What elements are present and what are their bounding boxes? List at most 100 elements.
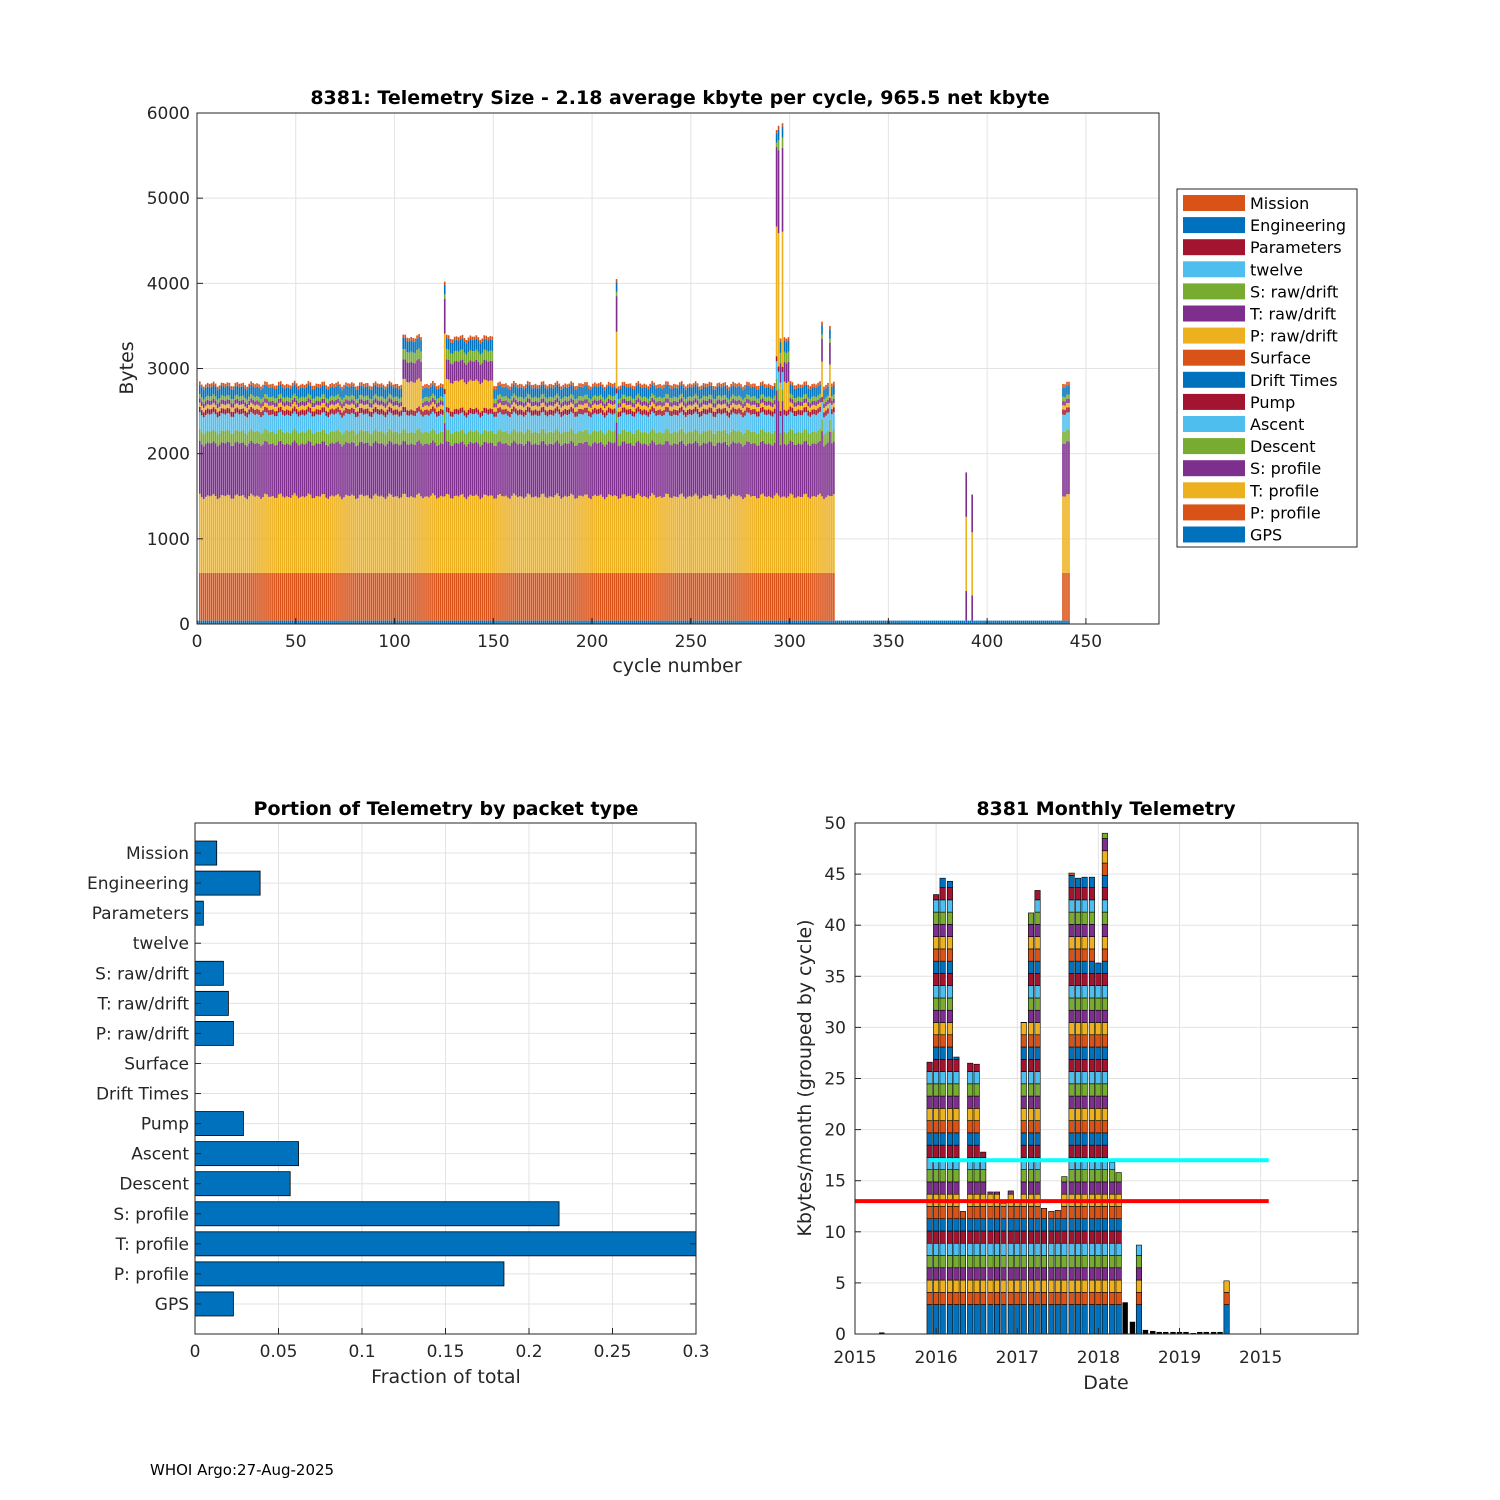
cycle-bar-segment (783, 414, 786, 432)
cycle-bar-segment (682, 401, 685, 406)
cycle-bar-stack (890, 620, 892, 624)
cycle-bar-segment (621, 382, 624, 386)
cycle-bar-segment (380, 383, 383, 387)
cycle-bar-segment (777, 140, 780, 151)
cycle-bar-segment (615, 393, 618, 411)
cycle-bar-segment (750, 387, 752, 397)
cycle-bar-segment (345, 399, 347, 404)
cycle-bar-segment (406, 415, 409, 433)
cycle-bar-segment (763, 431, 766, 444)
cycle-bar-segment (688, 383, 691, 387)
cycle-bar-segment (603, 412, 606, 418)
cycle-bar-segment (785, 445, 788, 498)
cycle-bar-segment (947, 620, 950, 624)
cycle-bar-segment (445, 429, 448, 442)
cycle-bar-segment (366, 572, 369, 621)
cycle-bar-segment (347, 620, 349, 624)
cycle-bar-stack (366, 382, 369, 624)
cycle-bar-segment (858, 620, 861, 624)
cycle-bar-segment (827, 430, 829, 443)
cycle-bar-segment (453, 496, 456, 573)
cycle-bar-segment (609, 413, 612, 431)
cycle-bar-segment (779, 444, 782, 498)
cycle-bar-stack (767, 383, 770, 624)
cycle-bar-segment (542, 398, 545, 403)
cycle-bar-segment (657, 387, 659, 398)
cycle-bar-stack (736, 383, 738, 624)
cycle-bar-segment (746, 572, 748, 621)
cycle-bar-segment (799, 388, 802, 398)
cycle-bar-segment (299, 432, 302, 445)
cycle-bar-segment (256, 386, 258, 397)
cycle-bar-segment (331, 408, 333, 414)
cycle-bar-segment (556, 428, 559, 441)
cycle-bar-segment (317, 431, 320, 444)
cycle-bar-segment (793, 433, 796, 446)
cycle-bar-segment (422, 433, 424, 446)
cycle-bar-segment (594, 395, 596, 400)
cycle-bar-segment (831, 404, 833, 410)
month-bar-segment (993, 1255, 1000, 1269)
cycle-bar-segment (481, 572, 484, 621)
cycle-bar-segment (714, 416, 717, 435)
cycle-bar-segment (509, 498, 511, 573)
month-bar-segment (946, 880, 953, 888)
cycle-bar-segment (262, 384, 264, 389)
cycle-bar-segment (206, 413, 209, 431)
cycle-bar-segment (378, 384, 381, 388)
cycle-bar-segment (625, 405, 628, 410)
cycle-bar-segment (566, 572, 569, 621)
cycle-bar-segment (262, 410, 264, 416)
cycle-bar-segment (495, 398, 497, 404)
cycle-bar-segment (1064, 384, 1066, 388)
cycle-bar-segment (386, 401, 389, 406)
cycle-bar-segment (335, 620, 337, 624)
cycle-bar-segment (769, 388, 772, 398)
cycle-bar-segment (384, 412, 387, 418)
cycle-bar-segment (728, 408, 730, 413)
cycle-bar-segment (378, 414, 381, 432)
cycle-bar-segment (732, 620, 734, 624)
month-bar-segment (1020, 1218, 1027, 1232)
cycle-bar-segment (277, 441, 280, 495)
cycle-bar-segment (469, 494, 472, 573)
cycle-bar-stack (485, 335, 488, 624)
legend-swatch (1183, 305, 1245, 322)
cycle-bar-segment (329, 572, 331, 621)
cycle-bar-stack (439, 383, 442, 624)
cycle-bar-stack (274, 385, 276, 624)
cycle-bar-segment (422, 385, 424, 390)
cycle-bar-segment (639, 620, 642, 624)
cycle-bar-segment (789, 572, 792, 621)
month-bar-segment (933, 1292, 940, 1305)
cycle-bar-segment (827, 395, 829, 400)
cycle-bar-segment (276, 385, 278, 389)
month-bar-segment (946, 899, 953, 913)
month-bar-segment (980, 1292, 987, 1305)
cycle-bar-segment (252, 395, 254, 401)
cycle-bar-segment (501, 431, 503, 444)
cycle-bar-segment (418, 428, 420, 441)
cycle-bar-segment (457, 620, 460, 624)
cycle-bar-stack (530, 384, 533, 624)
cycle-bar-segment (649, 383, 651, 388)
cycle-bar-segment (552, 415, 555, 433)
cycle-bar-segment (599, 441, 602, 495)
cycle-bar-segment (754, 414, 756, 432)
cycle-bar-segment (1004, 620, 1007, 624)
cycle-bar-segment (627, 405, 630, 410)
cycle-bar-segment (507, 432, 509, 445)
cycle-bar-segment (578, 430, 580, 443)
cycle-bar-segment (457, 443, 460, 497)
cycle-bar-segment (307, 620, 310, 624)
cycle-bar-segment (453, 572, 456, 621)
cycle-bar-stack (750, 384, 752, 624)
cycle-bar-segment (360, 620, 363, 624)
cycle-bar-segment (422, 416, 424, 434)
cycle-bar-segment (704, 404, 707, 410)
cycle-bar-segment (799, 444, 802, 498)
cycle-bar-segment (586, 385, 588, 395)
cycle-bar-segment (517, 497, 519, 573)
cycle-bar-stack (408, 338, 410, 624)
cycle-bar-stack (742, 386, 744, 624)
